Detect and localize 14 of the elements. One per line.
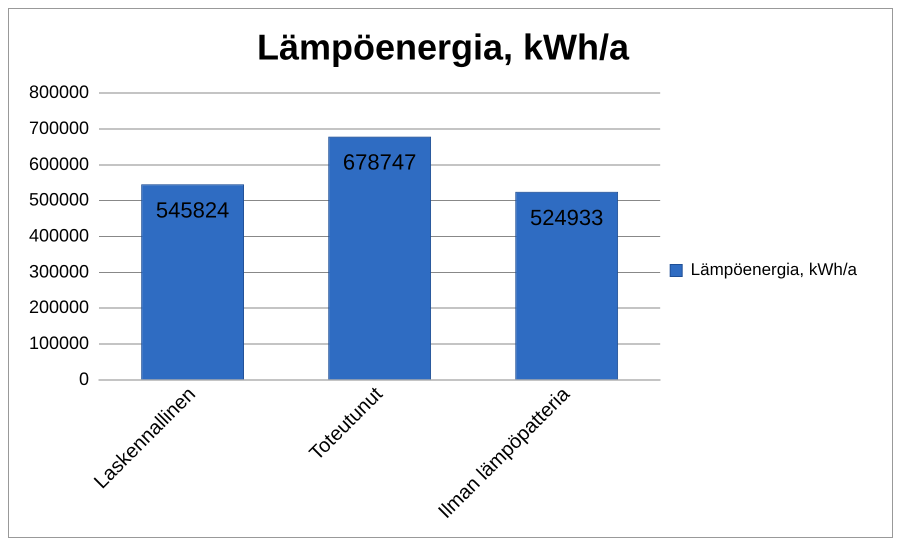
legend-label: Lämpöenergia, kWh/a — [690, 260, 858, 280]
y-tick-label: 600000 — [28, 154, 90, 174]
y-tick-label: 400000 — [28, 225, 90, 246]
data-label: 678747 — [342, 150, 416, 175]
y-tick-label: 700000 — [28, 118, 90, 138]
data-label: 524933 — [530, 204, 604, 230]
chart-title: Lämpöenergia, kWh/a — [256, 26, 630, 68]
data-label: 545824 — [156, 197, 230, 222]
y-tick-label: 300000 — [28, 261, 90, 282]
y-tick-label: 800000 — [28, 82, 90, 102]
y-tick-label: 0 — [79, 368, 90, 389]
y-tick-label: 200000 — [28, 297, 90, 318]
y-tick-label: 100000 — [28, 332, 90, 353]
y-tick-label: 500000 — [28, 190, 90, 210]
